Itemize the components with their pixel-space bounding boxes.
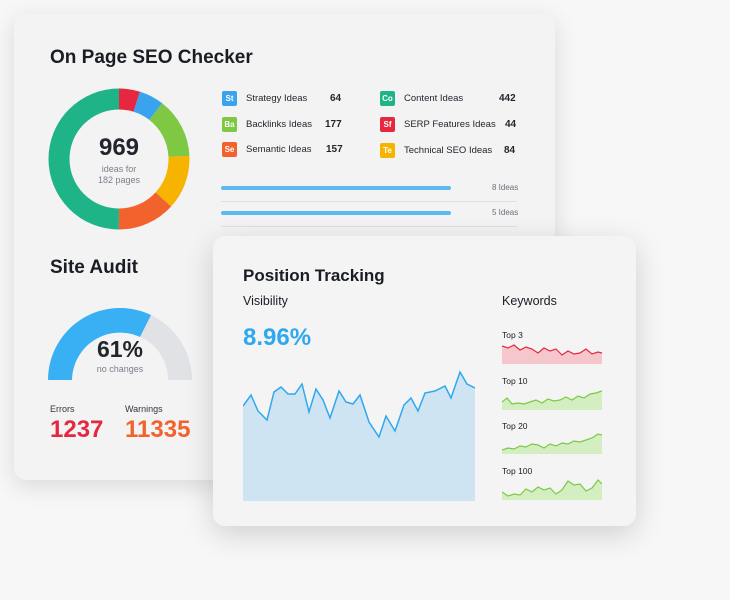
idea-backlinks[interactable]: Ba Backlinks Ideas 177 [222,117,342,132]
idea-label: Content Ideas [404,93,464,104]
backlinks-badge: Ba [222,117,237,132]
idea-semantic[interactable]: Se Semantic Ideas 157 [222,142,343,157]
gauge-fill [48,307,151,380]
warnings-label: Warnings [125,404,163,414]
donut-segment-semantic [48,88,190,230]
keyword-top-3-label: Top 3 [502,330,523,340]
donut-segment-technical [48,88,190,230]
visibility-area-chart [243,370,475,501]
audit-value: 61% [96,336,144,362]
visibility-line [243,370,475,439]
position-tracking-title: Position Tracking [243,266,385,285]
top-10-sparkline [502,390,602,410]
idea-count: 44 [505,119,517,130]
audit-sub: no changes [96,364,144,374]
idea-count: 157 [326,144,343,155]
idea-count: 84 [504,145,516,156]
semantic-badge: Se [222,142,237,157]
idea-label: Backlinks Ideas [246,119,313,130]
progress-label-1: 8 Ideas [492,183,519,192]
ideas-donut-chart [48,88,190,230]
visibility-label: Visibility [243,294,288,308]
donut-sub-2: 182 pages [97,175,141,185]
progress-label-2: 5 Ideas [492,208,519,217]
warnings-value[interactable]: 11335 [125,416,191,443]
position-tracking-card: Position Tracking Visibility 8.96% Keywo… [213,236,636,526]
idea-label: Technical SEO Ideas [404,145,493,156]
idea-count: 177 [325,119,342,130]
errors-value[interactable]: 1237 [50,416,104,443]
top-20-sparkline [502,433,602,454]
idea-content[interactable]: Co Content Ideas 442 [380,91,516,106]
audit-center: 61% no changes [80,336,160,375]
donut-sub-1: ideas for [101,164,137,174]
content-badge: Co [380,91,395,106]
idea-count: 64 [330,93,342,104]
row-divider [221,226,517,227]
serp-badge: Sf [380,117,395,132]
idea-label: Strategy Ideas [246,93,308,104]
progress-bar-2 [221,211,451,215]
idea-label: Semantic Ideas [246,144,312,155]
donut-center: 969 ideas for 182 pages [79,134,159,186]
idea-serp[interactable]: Sf SERP Features Ideas 44 [380,117,516,132]
idea-technical[interactable]: Te Technical SEO Ideas 84 [380,143,515,158]
seo-checker-title: On Page SEO Checker [50,47,253,68]
idea-count: 442 [499,93,516,104]
technical-badge: Te [380,143,395,158]
top-100-sparkline [502,479,602,500]
keyword-top-20-label: Top 20 [502,421,528,431]
keyword-top-10-label: Top 10 [502,376,528,386]
visibility-area [243,372,475,501]
keywords-label: Keywords [502,294,557,308]
row-divider [221,201,517,202]
donut-value: 969 [98,134,140,161]
keyword-top-100-label: Top 100 [502,466,533,476]
strategy-badge: St [222,91,237,106]
donut-segment-serp [48,88,190,230]
idea-label: SERP Features Ideas [404,119,496,130]
top-3-sparkline [502,344,602,364]
idea-strategy[interactable]: St Strategy Ideas 64 [222,91,341,106]
errors-label: Errors [50,404,75,414]
site-audit-title: Site Audit [50,257,138,278]
progress-bar-1 [221,186,451,190]
site-audit-gauge [48,307,192,380]
visibility-value: 8.96% [243,324,312,351]
